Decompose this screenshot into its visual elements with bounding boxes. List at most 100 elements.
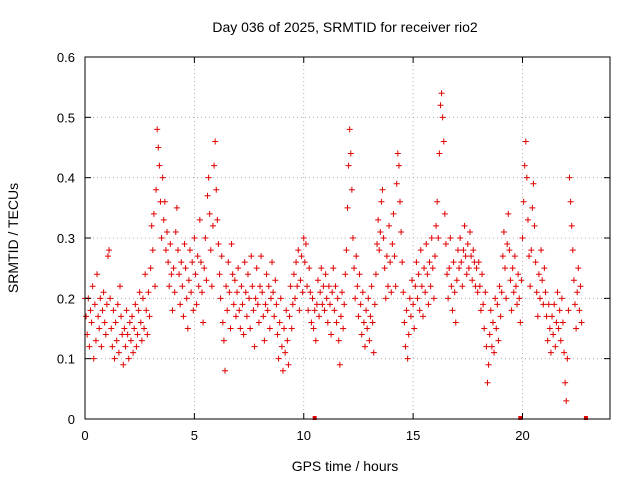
data-point — [83, 313, 90, 320]
data-point — [229, 271, 236, 278]
data-point — [510, 289, 517, 296]
data-point — [138, 337, 145, 344]
data-point — [199, 289, 206, 296]
data-point — [278, 343, 285, 350]
data-point — [482, 289, 489, 296]
data-point — [208, 283, 215, 290]
data-point — [395, 162, 402, 169]
data-point — [122, 343, 129, 350]
data-point — [378, 198, 385, 205]
data-point — [475, 259, 482, 266]
data-point — [335, 337, 342, 344]
data-point — [564, 355, 571, 362]
data-point — [266, 325, 273, 332]
data-point — [499, 253, 506, 260]
data-point — [553, 319, 560, 326]
data-point — [460, 247, 467, 254]
data-point — [489, 319, 496, 326]
data-point — [183, 295, 190, 302]
data-point — [376, 247, 383, 254]
data-point — [259, 289, 266, 296]
data-point — [374, 241, 381, 248]
data-point — [314, 277, 321, 284]
data-point — [139, 295, 146, 302]
data-point — [524, 216, 531, 223]
data-point — [179, 283, 186, 290]
data-point — [218, 253, 225, 260]
data-point — [563, 397, 570, 404]
data-point — [343, 247, 350, 254]
data-point — [456, 265, 463, 272]
data-point — [422, 289, 429, 296]
data-point — [344, 204, 351, 211]
data-point — [364, 325, 371, 332]
data-point — [498, 289, 505, 296]
data-point — [406, 295, 413, 302]
data-point — [388, 289, 395, 296]
data-point — [403, 307, 410, 314]
data-point — [367, 313, 374, 320]
data-point — [215, 241, 222, 248]
data-point — [458, 259, 465, 266]
data-point — [459, 283, 466, 290]
data-point — [161, 198, 168, 205]
data-point — [363, 307, 370, 314]
data-point — [111, 355, 118, 362]
data-point — [392, 283, 399, 290]
data-point — [534, 313, 541, 320]
data-point — [170, 265, 177, 272]
data-point — [495, 337, 502, 344]
data-point — [97, 295, 104, 302]
data-point — [169, 307, 176, 314]
data-point — [397, 198, 403, 205]
data-point — [358, 331, 365, 338]
data-point — [539, 277, 546, 284]
data-point — [355, 313, 362, 320]
data-point — [126, 319, 133, 326]
data-point — [572, 301, 578, 308]
data-point — [369, 319, 376, 326]
data-point — [346, 126, 353, 133]
data-point — [296, 307, 303, 314]
data-point — [365, 295, 372, 302]
data-point — [442, 241, 449, 248]
data-point — [473, 265, 480, 272]
data-point — [200, 319, 207, 326]
data-point — [545, 301, 552, 308]
data-point — [424, 271, 431, 278]
data-point — [543, 313, 550, 320]
data-point — [550, 331, 557, 338]
data-point — [292, 295, 298, 302]
data-point — [505, 210, 512, 217]
data-point — [522, 138, 529, 145]
y-tick-label: 0.2 — [57, 291, 75, 306]
data-point — [184, 325, 191, 332]
data-point — [462, 253, 469, 260]
data-point — [154, 126, 161, 133]
data-point — [209, 222, 216, 229]
data-point — [529, 204, 536, 211]
data-point — [240, 331, 247, 338]
data-point — [260, 313, 267, 320]
data-point — [153, 186, 160, 193]
data-point — [307, 289, 314, 296]
data-point — [247, 325, 254, 332]
data-point — [304, 283, 311, 290]
data-point — [334, 295, 341, 302]
data-point — [321, 307, 328, 314]
data-point — [417, 247, 424, 254]
data-point — [267, 295, 274, 302]
data-point — [100, 289, 107, 296]
data-point — [277, 295, 284, 302]
data-point — [282, 349, 289, 356]
data-point — [110, 307, 117, 314]
data-point — [131, 325, 138, 332]
data-point — [308, 319, 315, 326]
data-point — [274, 331, 281, 338]
data-point — [127, 337, 134, 344]
data-point — [137, 319, 144, 326]
data-point — [375, 216, 382, 223]
data-point-zero — [518, 416, 523, 420]
y-tick-label: 0.5 — [57, 110, 75, 125]
data-point — [426, 259, 433, 266]
